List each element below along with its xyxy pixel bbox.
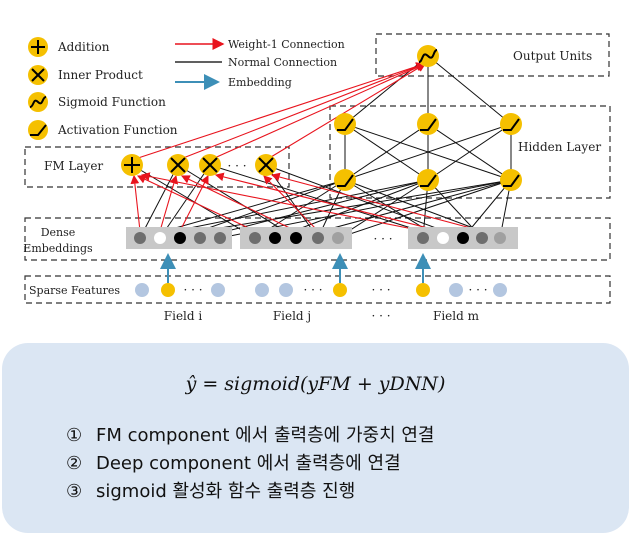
inner-product-node bbox=[199, 154, 221, 176]
fm-layer-label: FM Layer bbox=[44, 159, 103, 173]
sigmoid-icon bbox=[28, 92, 48, 112]
note-item-3-text: sigmoid 활성화 함수 출력층 진행 bbox=[96, 481, 356, 502]
hidden-layer-nodes bbox=[334, 113, 522, 191]
note-item-2: ② Deep component 에서 출력층에 연결 bbox=[66, 449, 401, 475]
note-item-1-text: FM component 에서 출력층에 가중치 연결 bbox=[96, 425, 435, 446]
legend-addition-label: Addition bbox=[57, 40, 110, 54]
sparse-ellipsis-m: · · · bbox=[468, 283, 487, 297]
note-item-1-num: ① bbox=[66, 425, 83, 446]
sparse-features: · · · · · · · · · · · · bbox=[135, 283, 507, 297]
deepfm-diagram: Addition Inner Product Sigmoid Function … bbox=[23, 33, 611, 323]
fm-ellipsis: · · · bbox=[227, 159, 246, 173]
addition-node bbox=[121, 154, 143, 176]
activation-node bbox=[500, 113, 522, 135]
legend-weight1-label: Weight-1 Connection bbox=[228, 38, 345, 51]
legend: Addition Inner Product Sigmoid Function … bbox=[28, 37, 345, 140]
explanation-box: ŷ = sigmoid(yFM + yDNN) ① FM component 에서… bbox=[2, 343, 629, 533]
legend-inner-product-label: Inner Product bbox=[58, 68, 143, 82]
sparse-features-box bbox=[24, 275, 611, 304]
note-item-3-num: ③ bbox=[66, 481, 83, 502]
addition-icon bbox=[28, 37, 48, 57]
fm-layer-nodes: · · · bbox=[121, 154, 277, 176]
legend-sigmoid-label: Sigmoid Function bbox=[58, 95, 166, 109]
field-i-label: Field i bbox=[164, 309, 203, 323]
note-item-2-num: ② bbox=[66, 453, 83, 474]
weight1-connections bbox=[130, 62, 483, 232]
activation-node bbox=[417, 113, 439, 135]
dense-label-line2: Embeddings bbox=[23, 242, 93, 255]
legend-activation-label: Activation Function bbox=[57, 123, 178, 137]
output-units-box bbox=[375, 33, 610, 77]
activation-node bbox=[500, 169, 522, 191]
activation-node bbox=[334, 113, 356, 135]
note-item-2-text: Deep component 에서 출력층에 연결 bbox=[96, 453, 401, 474]
sparse-ellipsis-j: · · · bbox=[303, 283, 322, 297]
output-sigmoid-node bbox=[417, 45, 439, 67]
note-item-3: ③ sigmoid 활성화 함수 출력층 진행 bbox=[66, 477, 355, 503]
sparse-ellipsis-i: · · · bbox=[183, 283, 202, 297]
field-m-label: Field m bbox=[433, 309, 480, 323]
fm-layer-box bbox=[24, 146, 290, 188]
activation-node bbox=[417, 169, 439, 191]
hidden-layer-box bbox=[329, 105, 611, 199]
embedding-arrows bbox=[160, 253, 431, 283]
dense-embeddings: · · · bbox=[126, 227, 518, 249]
sparse-ellipsis-mid: · · · bbox=[371, 283, 390, 297]
layer-boxes bbox=[24, 33, 611, 304]
activation-node bbox=[334, 169, 356, 191]
dense-label-line1: Dense bbox=[41, 226, 76, 239]
field-j-label: Field j bbox=[273, 309, 311, 323]
field-ellipsis: · · · bbox=[371, 309, 390, 323]
legend-embedding-label: Embedding bbox=[228, 76, 292, 89]
sparse-features-label: Sparse Features bbox=[29, 284, 120, 297]
dense-embeddings-box bbox=[24, 217, 611, 261]
inner-product-node bbox=[167, 154, 189, 176]
inner-product-icon bbox=[28, 65, 48, 85]
hidden-layer-label: Hidden Layer bbox=[518, 140, 601, 154]
activation-icon bbox=[28, 120, 48, 140]
embedding-ellipsis: · · · bbox=[373, 232, 392, 246]
note-item-1: ① FM component 에서 출력층에 가중치 연결 bbox=[66, 421, 434, 447]
output-units-label: Output Units bbox=[513, 49, 592, 63]
legend-normal-label: Normal Connection bbox=[228, 56, 337, 69]
formula: ŷ = sigmoid(yFM + yDNN) bbox=[185, 373, 446, 395]
inner-product-node bbox=[255, 154, 277, 176]
